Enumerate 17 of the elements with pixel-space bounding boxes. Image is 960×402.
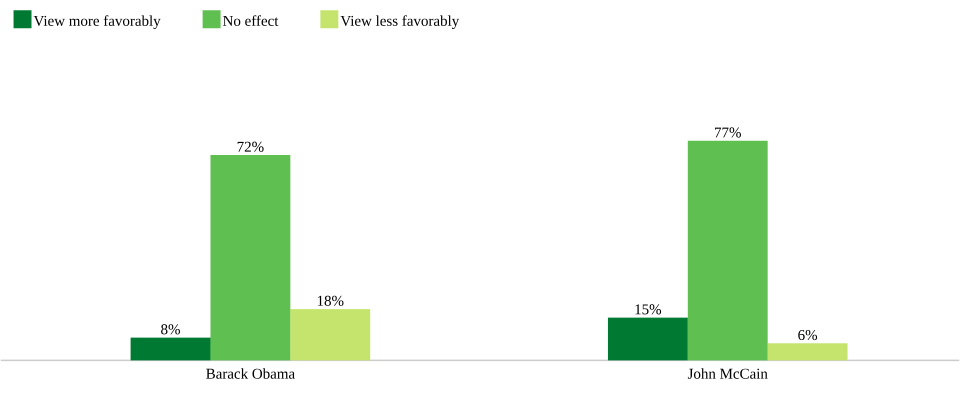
legend-label: No effect: [223, 15, 278, 26]
data-label: 6%: [798, 330, 818, 340]
bar: [768, 343, 848, 360]
data-label: 8%: [161, 324, 180, 334]
legend-label: View more favorably: [34, 15, 161, 29]
bar: [130, 337, 210, 360]
data-label: 15%: [635, 304, 662, 314]
bar: [688, 140, 768, 360]
bar: [290, 308, 370, 360]
x-tick-label: Barack Obama: [206, 368, 295, 379]
legend-label: View less favorably: [340, 15, 460, 29]
x-tick-label: John McCain: [688, 368, 768, 379]
data-label: 77%: [715, 127, 741, 138]
data-label: 18%: [318, 296, 344, 306]
bar: [210, 154, 290, 360]
data-label: 72%: [238, 142, 264, 152]
bar: [608, 317, 688, 360]
